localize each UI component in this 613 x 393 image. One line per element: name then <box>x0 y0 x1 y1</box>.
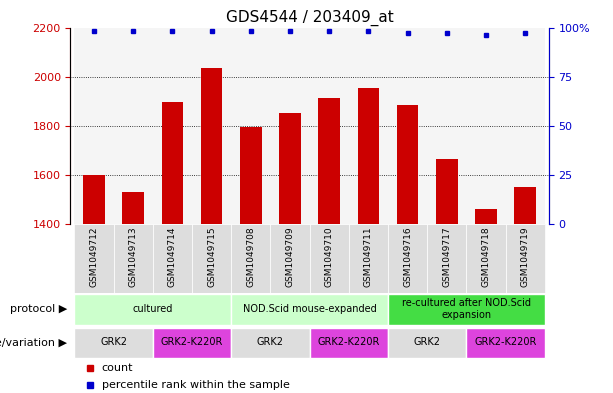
Text: GSM1049712: GSM1049712 <box>89 227 99 287</box>
Bar <box>74 28 113 224</box>
Text: GRK2: GRK2 <box>100 337 127 347</box>
Text: GSM1049716: GSM1049716 <box>403 227 412 287</box>
Bar <box>506 224 545 293</box>
Bar <box>514 187 536 224</box>
Bar <box>397 105 418 224</box>
Bar <box>349 224 388 293</box>
Bar <box>475 209 497 224</box>
Bar <box>231 328 310 358</box>
Text: GRK2: GRK2 <box>257 337 284 347</box>
Bar <box>123 192 144 224</box>
Bar <box>231 224 270 293</box>
Bar <box>153 328 231 358</box>
Text: NOD.Scid mouse-expanded: NOD.Scid mouse-expanded <box>243 304 376 314</box>
Bar <box>388 28 427 224</box>
Bar <box>279 114 301 224</box>
Bar <box>388 224 427 293</box>
Text: GSM1049710: GSM1049710 <box>325 227 333 287</box>
Text: GRK2-K220R: GRK2-K220R <box>474 337 537 347</box>
Bar <box>466 28 506 224</box>
Bar <box>113 28 153 224</box>
Bar <box>466 328 545 358</box>
Bar <box>192 224 231 293</box>
Bar <box>270 224 310 293</box>
Bar <box>310 224 349 293</box>
Bar <box>83 175 105 224</box>
Text: GSM1049717: GSM1049717 <box>442 227 451 287</box>
Bar <box>270 28 310 224</box>
Bar <box>153 224 192 293</box>
Text: count: count <box>102 363 133 373</box>
Bar <box>388 328 466 358</box>
Bar <box>113 224 153 293</box>
Bar <box>427 224 466 293</box>
Text: re-cultured after NOD.Scid
expansion: re-cultured after NOD.Scid expansion <box>402 298 531 320</box>
Bar <box>357 88 379 224</box>
Bar <box>192 28 231 224</box>
Text: GRK2-K220R: GRK2-K220R <box>161 337 223 347</box>
Text: GSM1049708: GSM1049708 <box>246 227 255 287</box>
Text: cultured: cultured <box>132 304 173 314</box>
Bar <box>74 224 113 293</box>
Text: GSM1049715: GSM1049715 <box>207 227 216 287</box>
Bar <box>310 28 349 224</box>
Bar <box>162 103 183 224</box>
Bar <box>231 28 270 224</box>
Text: GSM1049718: GSM1049718 <box>481 227 490 287</box>
Bar <box>436 159 457 224</box>
Bar <box>388 294 545 325</box>
Text: protocol ▶: protocol ▶ <box>10 305 67 314</box>
Text: GSM1049709: GSM1049709 <box>286 227 294 287</box>
Text: GSM1049711: GSM1049711 <box>364 227 373 287</box>
Bar <box>349 28 388 224</box>
Bar <box>466 224 506 293</box>
Bar <box>74 294 231 325</box>
Text: GSM1049713: GSM1049713 <box>129 227 138 287</box>
Bar <box>318 97 340 224</box>
Text: genotype/variation ▶: genotype/variation ▶ <box>0 338 67 348</box>
Title: GDS4544 / 203409_at: GDS4544 / 203409_at <box>226 10 394 26</box>
Text: GSM1049719: GSM1049719 <box>520 227 530 287</box>
Text: GRK2-K220R: GRK2-K220R <box>318 337 380 347</box>
Bar <box>310 328 388 358</box>
Text: GSM1049714: GSM1049714 <box>168 227 177 287</box>
Text: percentile rank within the sample: percentile rank within the sample <box>102 380 289 389</box>
Bar <box>74 328 153 358</box>
Text: GRK2: GRK2 <box>414 337 441 347</box>
Bar <box>427 28 466 224</box>
Bar <box>240 127 262 224</box>
Bar <box>201 68 223 224</box>
Bar <box>231 294 388 325</box>
Bar <box>506 28 545 224</box>
Bar <box>153 28 192 224</box>
